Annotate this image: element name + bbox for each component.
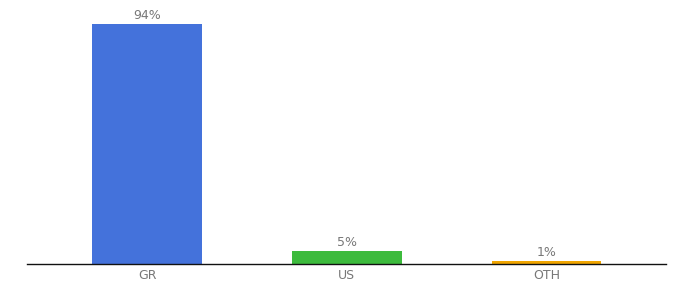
Bar bbox=[492, 261, 602, 264]
Bar bbox=[92, 24, 202, 264]
Text: 94%: 94% bbox=[133, 9, 161, 22]
Text: 1%: 1% bbox=[537, 246, 556, 260]
Text: 5%: 5% bbox=[337, 236, 357, 249]
Bar bbox=[292, 251, 402, 264]
